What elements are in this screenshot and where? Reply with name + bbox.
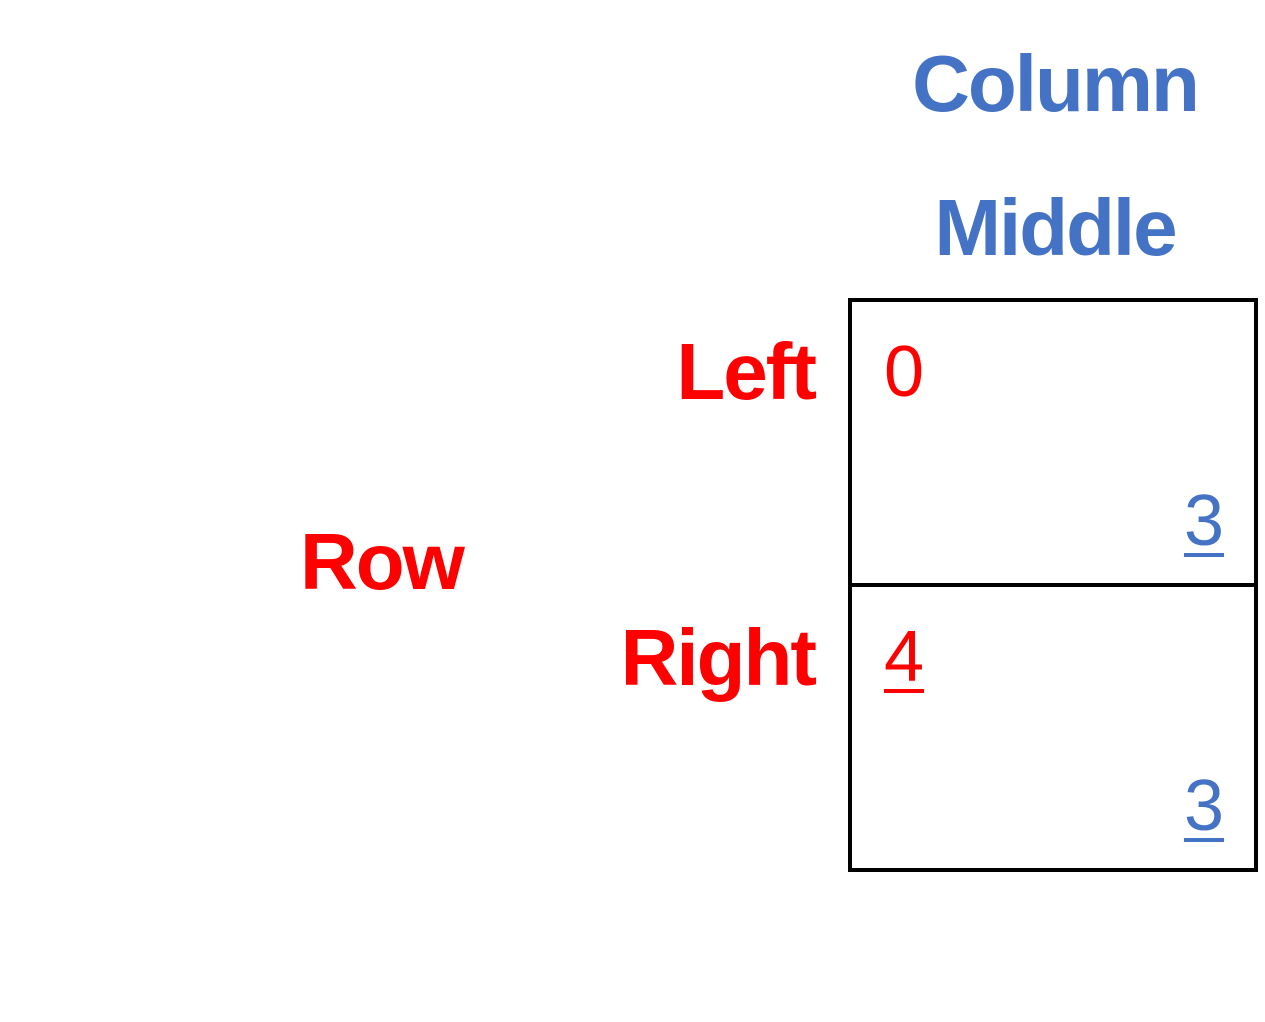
cell-right-middle: 4 3 <box>852 585 1254 868</box>
column-strategy-middle: Middle <box>934 183 1177 272</box>
row-strategy-left: Left <box>676 327 817 416</box>
row-strategy-right: Right <box>620 613 817 702</box>
row-payoff: 0 <box>884 332 925 412</box>
row-payoff: 4 <box>884 617 925 697</box>
column-payoff: 3 <box>1183 766 1224 846</box>
column-payoff: 3 <box>1183 481 1224 561</box>
cell-left-middle: 0 3 <box>852 302 1254 585</box>
column-player-title: Column <box>912 39 1200 128</box>
row-player-title: Row <box>300 517 465 606</box>
payoff-matrix: 0 3 4 3 <box>848 298 1258 872</box>
